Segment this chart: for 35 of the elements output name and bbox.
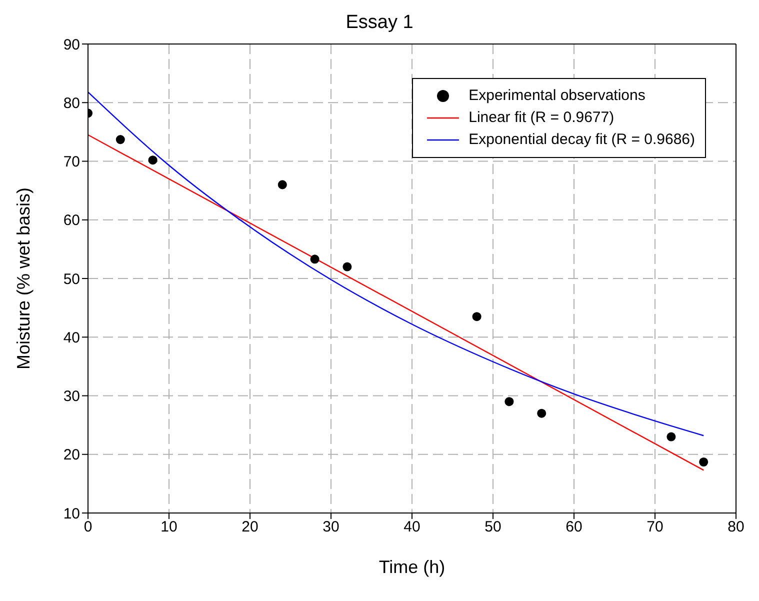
point	[278, 180, 287, 190]
x-tick-label: 20	[242, 518, 258, 536]
x-tick-label: 30	[322, 518, 340, 536]
y-tick-label: 60	[63, 212, 80, 230]
x-tick-label: 50	[484, 518, 502, 536]
point	[504, 397, 514, 406]
y-tick-label: 90	[63, 36, 80, 54]
y-tick-label: 70	[63, 154, 80, 171]
chart-title: Essay 1	[344, 11, 414, 35]
point	[116, 135, 125, 144]
legend-label: Linear fit (R = 0.9677)	[468, 108, 614, 128]
x-tick-label: 80	[728, 518, 744, 536]
y-tick-label: 50	[63, 270, 80, 288]
y-tick-label: 10	[63, 505, 80, 522]
point	[342, 262, 352, 272]
point	[537, 408, 546, 418]
point	[472, 312, 482, 322]
y-tick-label: 40	[63, 329, 80, 346]
x-tick-label: 0	[84, 518, 92, 536]
point	[699, 457, 708, 466]
y-axis-title: Moisture (% wet basis)	[13, 187, 34, 370]
x-axis-title: Time (h)	[378, 557, 446, 577]
y-tick-label: 30	[63, 388, 80, 406]
x-tick-label: 40	[404, 518, 420, 536]
x-tick-label: 10	[160, 518, 178, 536]
point	[310, 254, 320, 264]
line-series	[88, 91, 704, 436]
x-tick-label: 70	[646, 518, 664, 536]
legend-label: Exponential decay fit (R = 0.9686)	[468, 130, 695, 150]
point	[148, 156, 158, 165]
x-tick-label: 60	[566, 518, 582, 536]
y-tick-label: 80	[63, 94, 80, 112]
point	[666, 432, 676, 442]
legend-label: Experimental observations	[468, 86, 646, 106]
y-tick-label: 20	[63, 446, 80, 464]
